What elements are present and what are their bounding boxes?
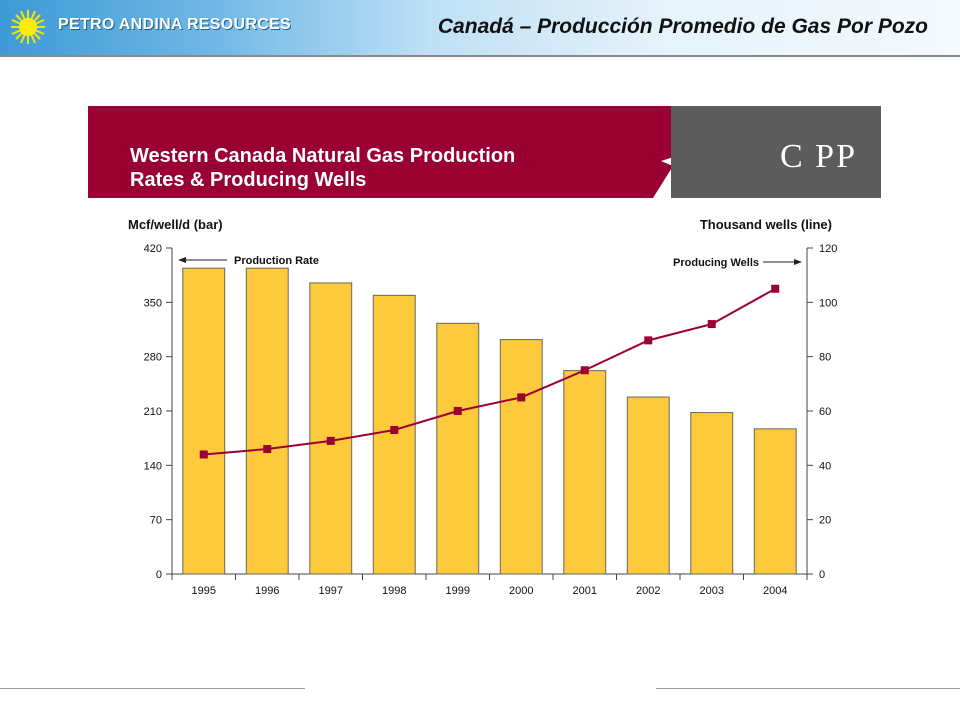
footer-divider-left	[0, 688, 305, 689]
y-left-tick-label: 140	[144, 460, 162, 472]
y-right-tick-label: 40	[819, 460, 831, 472]
y-right-tick-label: 60	[819, 406, 831, 418]
chart-banner: Western Canada Natural Gas Production Ra…	[88, 106, 881, 198]
sun-icon	[11, 10, 45, 44]
wells-point	[390, 426, 399, 435]
chart-annotations: Production Rate Producing Wells	[178, 255, 802, 269]
x-tick-label: 2002	[636, 585, 660, 597]
chart-title: Western Canada Natural Gas Production Ra…	[130, 144, 600, 192]
x-tick-label: 1997	[319, 585, 343, 597]
y-left-tick-label: 0	[156, 569, 162, 581]
y-left-tick-label: 210	[144, 406, 162, 418]
bar	[245, 267, 289, 575]
chart-title-line-2: Rates & Producing Wells	[130, 169, 367, 191]
y-right-tick-label: 20	[819, 515, 831, 527]
capp-logo-panel: C PP	[671, 106, 881, 198]
wells-point	[580, 366, 589, 375]
slide-title: Canadá – Producción Promedio de Gas Por …	[437, 15, 928, 38]
wells-point	[326, 436, 335, 445]
bar	[182, 267, 226, 575]
annotation-producing-wells: Producing Wells	[673, 257, 759, 269]
header-bar: PETRO ANDINA RESOURCES Canadá – Producci…	[0, 0, 960, 57]
wells-point	[707, 320, 716, 329]
y-right-axis-label: Thousand wells (line)	[700, 217, 832, 232]
x-tick-label: 2000	[509, 585, 533, 597]
x-tick-label: 1995	[192, 585, 216, 597]
line-series	[199, 284, 780, 459]
bar	[753, 428, 797, 575]
bar	[626, 396, 670, 575]
bar	[372, 294, 416, 575]
y-right-tick-label: 0	[819, 569, 825, 581]
x-tick-label: 1996	[255, 585, 279, 597]
chart-title-line-1: Western Canada Natural Gas Production	[130, 145, 516, 167]
x-tick-label: 2003	[700, 585, 724, 597]
bar	[309, 282, 353, 575]
y-left-tick-label: 280	[144, 352, 162, 364]
wells-point	[199, 450, 208, 459]
capp-logo: C PP	[780, 138, 857, 175]
brand-name: PETRO ANDINA RESOURCES	[58, 16, 291, 33]
x-tick-label: 2001	[573, 585, 597, 597]
right-arrow-head	[794, 259, 802, 265]
wells-point	[771, 284, 780, 293]
wells-point	[263, 445, 272, 454]
wells-point	[453, 407, 462, 415]
bar	[499, 339, 543, 575]
x-tick-label: 1999	[446, 585, 470, 597]
y-left-tick-label: 350	[144, 297, 162, 309]
annotation-production-rate: Production Rate	[234, 255, 319, 267]
wells-point	[644, 336, 653, 345]
bar	[436, 322, 480, 575]
y-right-tick-label: 120	[819, 243, 837, 255]
wells-point	[517, 393, 526, 402]
y-left-tick-label: 70	[150, 515, 162, 527]
left-arrow-head	[178, 257, 186, 263]
y-right-tick-label: 100	[819, 297, 837, 309]
bar	[690, 412, 734, 575]
y-right-tick-label: 80	[819, 352, 831, 364]
y-left-axis-label: Mcf/well/d (bar)	[128, 217, 223, 232]
x-tick-label: 2004	[763, 585, 787, 597]
bar	[563, 370, 607, 575]
footer-divider-right	[656, 688, 960, 689]
wells-line	[203, 287, 776, 456]
y-left-tick-label: 420	[144, 243, 162, 255]
x-tick-label: 1998	[382, 585, 406, 597]
bar-series	[182, 267, 797, 575]
production-chart: Mcf/well/d (bar) Thousand wells (line) 0…	[128, 217, 837, 597]
